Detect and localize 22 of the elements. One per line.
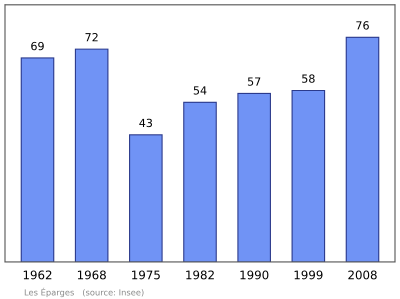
x-tick-label: 1982 — [186, 270, 214, 280]
data-label: 43 — [139, 118, 152, 128]
bar — [346, 36, 380, 262]
x-tick-label: 1990 — [240, 270, 268, 280]
bar — [74, 48, 108, 262]
bar — [129, 134, 163, 262]
data-label: 76 — [356, 21, 369, 30]
data-label: 57 — [248, 77, 260, 86]
bar — [183, 102, 217, 262]
x-tick-label: 1968 — [78, 270, 106, 280]
bar — [292, 90, 326, 262]
data-label: 58 — [302, 74, 315, 83]
text: Les Éparges (source: Insee) — [24, 288, 144, 298]
x-tick-label: 1975 — [132, 270, 160, 280]
data-label: 72 — [86, 33, 98, 42]
x-tick-label: 1962 — [24, 270, 52, 280]
data-label: 69 — [31, 42, 44, 50]
bar — [237, 92, 271, 262]
x-tick-label: 1999 — [294, 270, 323, 280]
data-label: 54 — [194, 86, 206, 95]
bar — [20, 57, 54, 262]
x-tick-label: 2008 — [348, 270, 377, 280]
